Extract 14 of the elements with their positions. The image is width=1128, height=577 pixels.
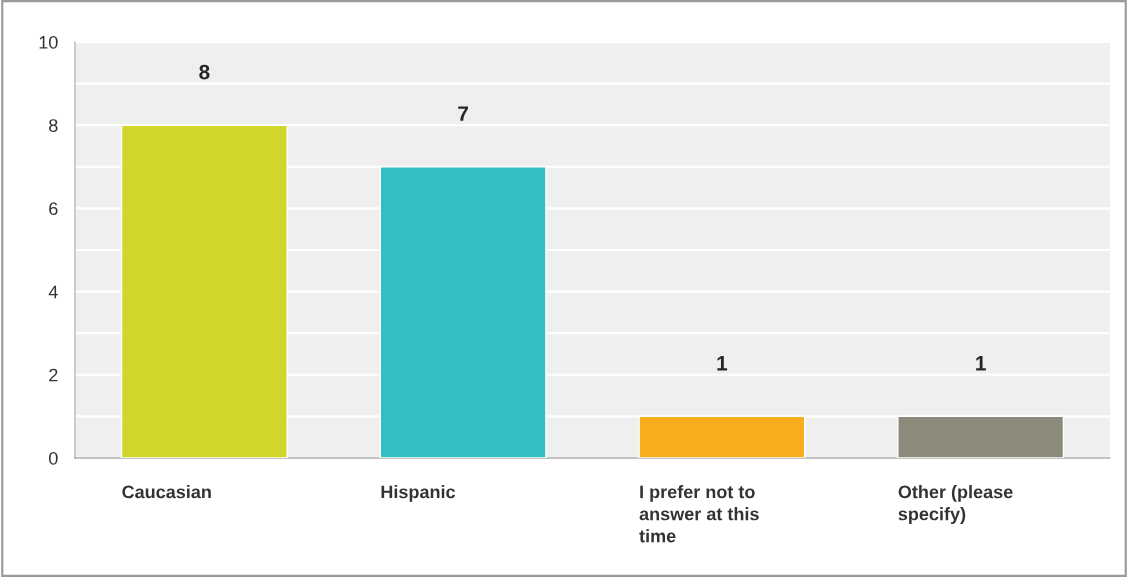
y-tick-label: 8 — [49, 119, 58, 132]
x-tick-label: Caucasian — [122, 485, 211, 499]
y-tick-label: 2 — [49, 368, 58, 382]
data-label: 7 — [458, 106, 468, 121]
y-tick-label: 6 — [49, 202, 58, 216]
y-tick-label: 0 — [49, 451, 58, 465]
x-tick-label: Hispanic — [381, 485, 456, 502]
y-tick-label: 4 — [48, 285, 58, 299]
x-tick-label: I prefer not to answer at this time — [639, 485, 759, 543]
data-label: 8 — [199, 64, 210, 80]
data-label: 1 — [717, 356, 728, 371]
y-tick-label: 10 — [39, 35, 58, 49]
x-tick-label: Other (please specify) — [898, 485, 1013, 524]
data-label: 1 — [976, 356, 986, 371]
